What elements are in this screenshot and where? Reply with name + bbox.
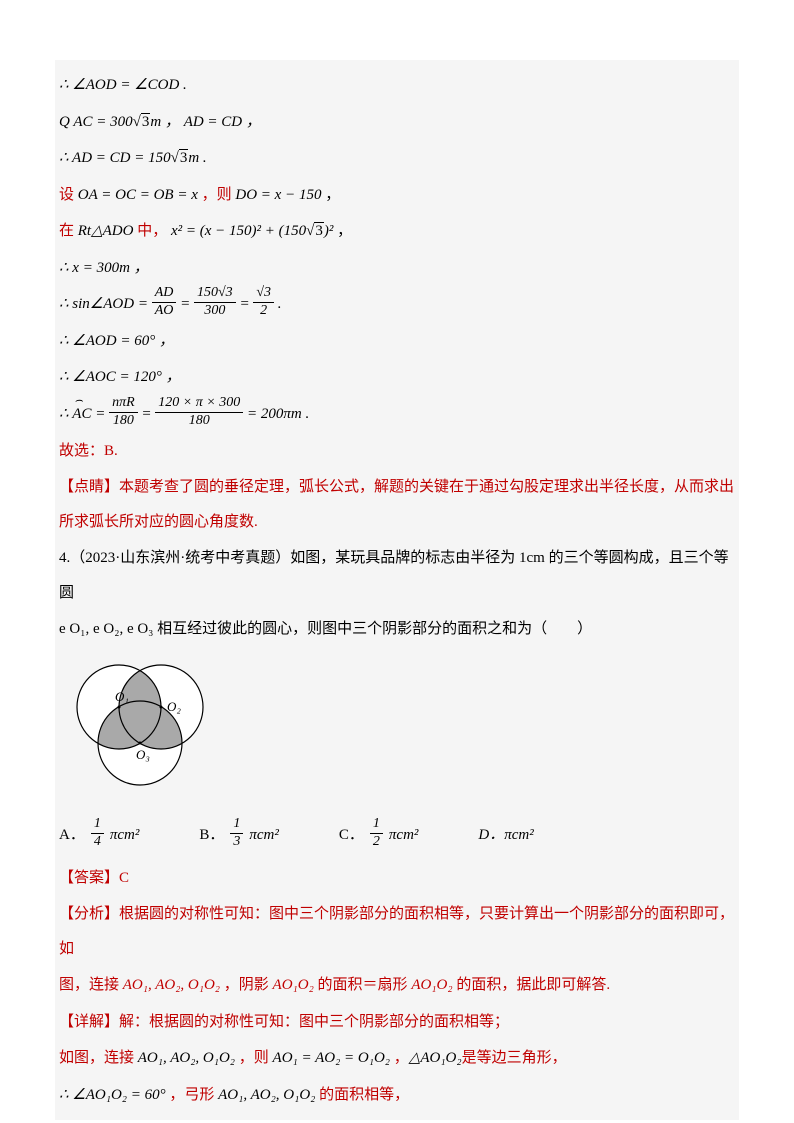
- math-line: Q AC = 3003m ， AD = CD ，: [59, 105, 735, 140]
- math-line: 在 Rt△ADO 中， x² = (x − 150)² + (1503)² ，: [59, 214, 735, 249]
- math-line: ∴ ∠AOD = ∠COD .: [59, 68, 735, 103]
- detail-3: ∴ ∠AO₁O₂ = 60° ，弓形 AO₁, AO₂, O₁O₂ 的面积相等，: [59, 1078, 735, 1113]
- detail: 【详解】解：根据圆的对称性可知：图中三个阴影部分的面积相等；: [59, 1005, 735, 1040]
- svg-text:O₃: O₃: [136, 747, 150, 762]
- math-line: ∴ ∠AOC = 120° ，: [59, 360, 735, 395]
- detail-2: 如图，连接 AO₁, AO₂, O₁O₂ ，则 AO₁ = AO₂ = O₁O₂…: [59, 1041, 735, 1076]
- options-row: A．14πcm² B．13πcm² C．12πcm² D．πcm²: [59, 818, 735, 853]
- option-b: B．13πcm²: [199, 818, 279, 853]
- math-line: ∴ AC = nπR180 = 120 × π × 300180 = 200πm…: [59, 397, 735, 432]
- math-line: 设 OA = OC = OB = x ，则 DO = x − 150 ，: [59, 178, 735, 213]
- dianjing: 【点睛】本题考查了圆的垂径定理，弧长公式，解题的关键在于通过勾股定理求出半径长度…: [59, 470, 735, 539]
- option-a: A．14πcm²: [59, 818, 139, 853]
- math-line: ∴ AD = CD = 1503m .: [59, 141, 735, 176]
- answer-pick: 故选：B.: [59, 434, 735, 469]
- svg-text:O₁: O₁: [115, 689, 129, 704]
- analysis-2: 图，连接 AO₁, AO₂, O₁O₂ ，阴影 AO₁O₂ 的面积＝扇形 AO₁…: [59, 968, 735, 1003]
- math-line: ∴ ∠AOD = 60° ，: [59, 324, 735, 359]
- math-line: ∴ x = 300m ，: [59, 251, 735, 286]
- analysis: 【分析】根据圆的对称性可知：图中三个阴影部分的面积相等，只要计算出一个阴影部分的…: [59, 897, 735, 966]
- question-4b: e O₁, e O₂, e O₃ 相互经过彼此的圆心，则图中三个阴影部分的面积之…: [59, 612, 735, 647]
- math-line: ∴ sin∠AOD = ADAO = 150√3300 = √32 .: [59, 287, 735, 322]
- three-circles-diagram: O₁ O₂ O₃: [59, 657, 735, 811]
- svg-text:O₂: O₂: [167, 699, 181, 714]
- option-c: C．12πcm²: [339, 818, 419, 853]
- question-4: 4.（2023·山东滨州·统考中考真题）如图，某玩具品牌的标志由半径为 1cm …: [59, 541, 735, 610]
- answer: 【答案】C: [59, 861, 735, 896]
- option-d: D．πcm²: [478, 818, 533, 853]
